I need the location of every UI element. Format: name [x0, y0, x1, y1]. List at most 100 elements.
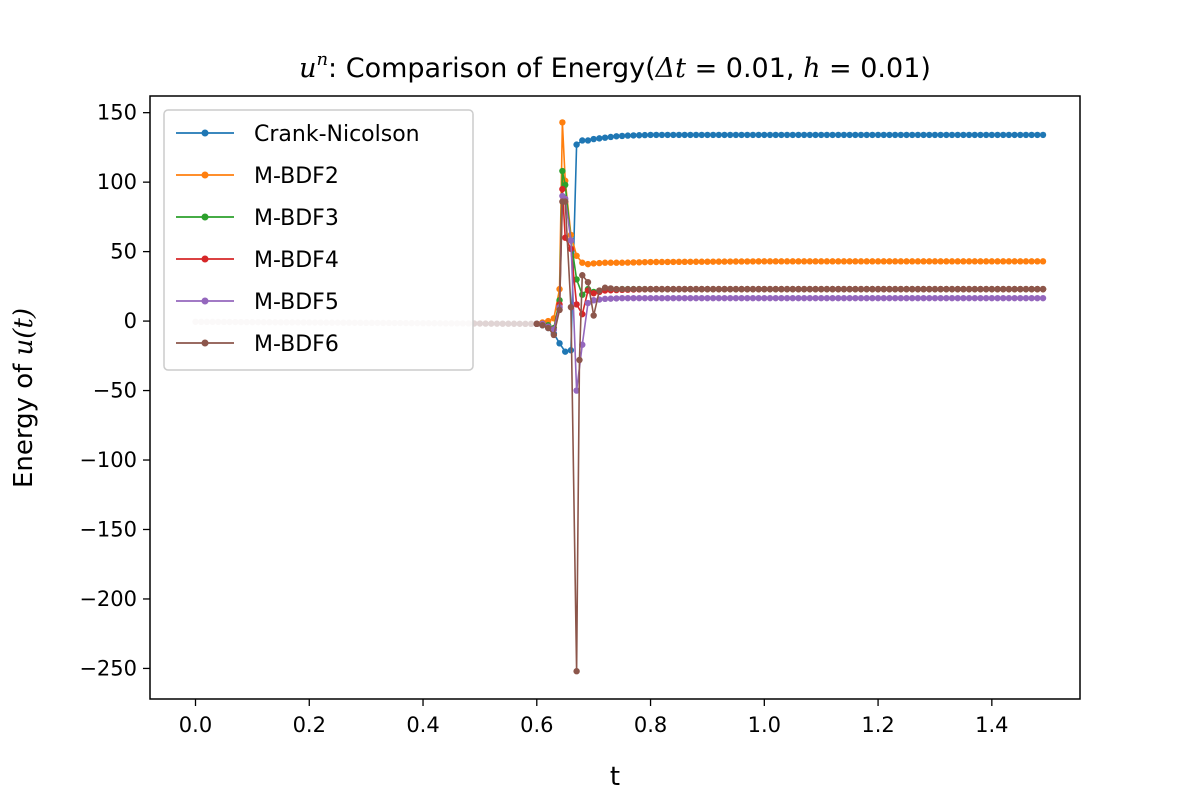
- y-tick-label: 100: [97, 170, 137, 194]
- data-point: [778, 294, 785, 302]
- data-point: [943, 294, 950, 302]
- data-point: [857, 294, 865, 302]
- plot-frame: [149, 95, 1081, 700]
- data-point: [772, 258, 779, 265]
- data-point: [994, 258, 1001, 265]
- data-point: [613, 259, 620, 266]
- data-point: [647, 258, 654, 266]
- data-point: [721, 131, 728, 139]
- data-point: [755, 258, 762, 265]
- data-point: [738, 258, 745, 265]
- data-point: [624, 294, 631, 302]
- data-point: [994, 131, 1001, 139]
- data-point: [772, 131, 779, 139]
- data-point: [544, 324, 552, 332]
- data-point: [670, 258, 677, 266]
- data-point: [948, 285, 956, 293]
- legend-label: M-BDF3: [254, 206, 339, 231]
- data-point: [869, 294, 876, 302]
- y-tick-label: 50: [110, 240, 137, 264]
- data-point: [812, 131, 819, 139]
- data-point: [960, 294, 967, 302]
- data-point: [698, 131, 705, 139]
- data-point: [817, 294, 825, 302]
- data-point: [607, 285, 614, 292]
- data-point: [778, 285, 785, 293]
- data-point: [630, 259, 637, 266]
- data-point: [891, 258, 899, 265]
- data-point: [732, 131, 740, 139]
- early-segment-point: [488, 320, 495, 327]
- data-point: [584, 278, 592, 286]
- y-tick-label: −150: [79, 517, 137, 541]
- x-tick-label: 1.4: [975, 713, 1008, 737]
- data-point: [715, 258, 723, 265]
- data-point: [556, 306, 563, 314]
- data-point: [744, 285, 751, 293]
- data-point: [886, 258, 893, 265]
- data-point: [559, 185, 566, 193]
- data-point: [744, 294, 751, 302]
- legend-marker: [201, 213, 209, 221]
- legend-marker: [201, 129, 209, 137]
- data-point: [909, 294, 916, 302]
- data-point: [1011, 131, 1018, 139]
- early-segment-point: [527, 320, 535, 328]
- data-point: [800, 285, 808, 293]
- data-point: [630, 132, 637, 139]
- data-point: [709, 294, 717, 302]
- data-point: [897, 285, 905, 293]
- data-point: [635, 259, 643, 266]
- legend-label: M-BDF5: [254, 290, 339, 315]
- data-point: [732, 285, 740, 293]
- data-point: [1034, 294, 1041, 302]
- data-point: [687, 294, 694, 302]
- x-tick-label: 0.4: [406, 713, 439, 737]
- data-point: [653, 258, 660, 266]
- legend-label: M-BDF4: [254, 248, 339, 273]
- data-point: [1005, 294, 1013, 302]
- data-point: [960, 131, 967, 139]
- data-point: [965, 285, 973, 293]
- data-point: [698, 258, 705, 265]
- data-point: [948, 258, 956, 265]
- data-point: [812, 294, 819, 302]
- data-point: [658, 131, 666, 139]
- data-point: [618, 132, 626, 140]
- early-segment-point: [522, 320, 529, 328]
- data-point: [1028, 258, 1035, 265]
- data-point: [766, 285, 774, 293]
- data-point: [982, 294, 990, 302]
- data-point: [857, 131, 865, 139]
- data-point: [573, 668, 580, 675]
- data-point: [988, 131, 996, 139]
- data-point: [704, 131, 711, 139]
- data-point: [783, 294, 791, 302]
- title-superscript: n: [316, 49, 328, 70]
- data-point: [675, 258, 683, 266]
- data-point: [909, 131, 916, 139]
- data-point: [584, 137, 592, 144]
- legend-entry: M-BDF4: [176, 248, 339, 273]
- data-point: [635, 132, 643, 139]
- data-point: [988, 258, 996, 265]
- data-point: [965, 131, 973, 139]
- data-point: [977, 285, 984, 293]
- data-point: [1028, 131, 1035, 139]
- early-segment-point: [505, 320, 512, 327]
- data-point: [971, 131, 978, 139]
- data-point: [607, 133, 614, 141]
- data-point: [1005, 131, 1013, 139]
- data-point: [783, 258, 791, 265]
- y-tick-label: −50: [93, 379, 137, 403]
- data-point: [1017, 294, 1024, 302]
- data-point: [1022, 258, 1030, 265]
- data-point: [863, 131, 870, 139]
- data-point: [948, 131, 956, 139]
- x-tick-label: 0.6: [520, 713, 553, 737]
- data-point: [1000, 294, 1007, 302]
- data-point: [692, 294, 700, 302]
- data-point: [869, 258, 876, 265]
- data-point: [721, 258, 728, 265]
